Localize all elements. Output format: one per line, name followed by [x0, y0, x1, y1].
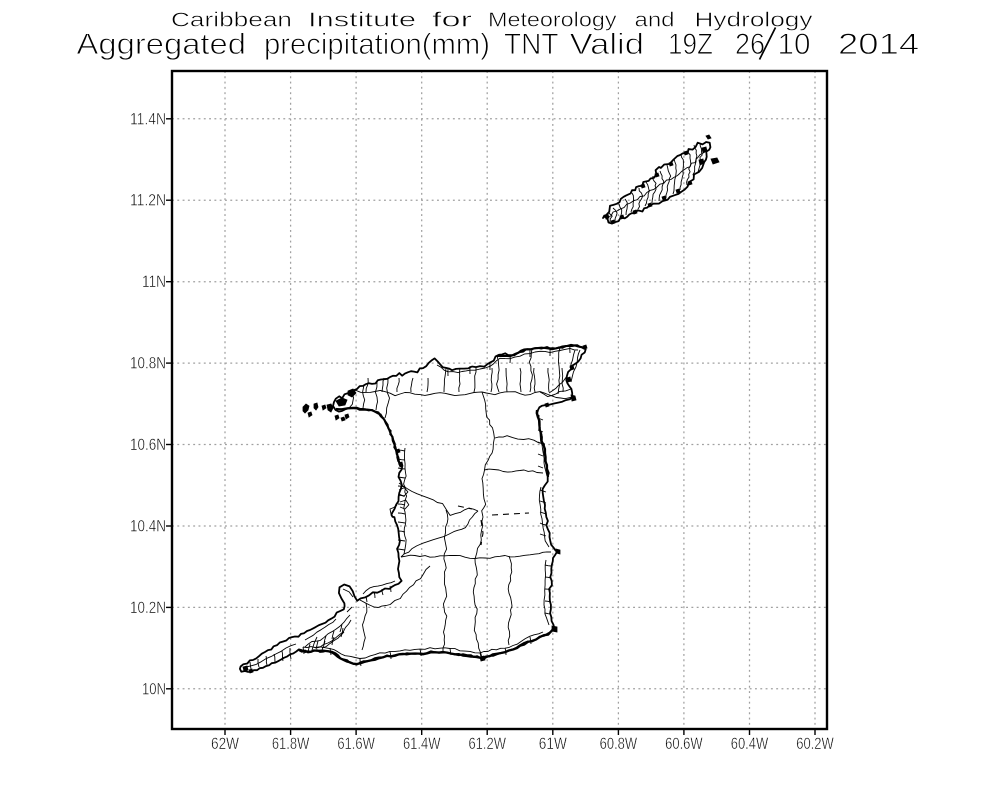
svg-text:Institute: Institute — [308, 8, 416, 31]
svg-text:and: and — [635, 8, 675, 31]
svg-text:10.4N: 10.4N — [130, 517, 166, 536]
svg-text:precipitation(mm): precipitation(mm) — [264, 28, 490, 61]
svg-text:for: for — [432, 8, 472, 31]
svg-text:10.6N: 10.6N — [130, 435, 166, 454]
svg-text:Meteorology: Meteorology — [488, 8, 617, 31]
svg-text:Caribbean: Caribbean — [171, 8, 292, 31]
svg-text:61.4W: 61.4W — [403, 734, 441, 753]
svg-text:26: 26 — [735, 28, 765, 61]
svg-text:60.6W: 60.6W — [665, 734, 703, 753]
svg-text:TNT: TNT — [504, 28, 559, 61]
svg-text:10.2N: 10.2N — [130, 598, 166, 617]
svg-text:60.2W: 60.2W — [796, 734, 834, 753]
svg-text:11.2N: 11.2N — [130, 191, 166, 210]
svg-text:60.8W: 60.8W — [600, 734, 638, 753]
svg-text:Aggregated: Aggregated — [77, 28, 246, 61]
svg-text:19Z: 19Z — [668, 28, 713, 61]
svg-text:11.4N: 11.4N — [130, 109, 166, 128]
svg-text:10N: 10N — [142, 679, 166, 698]
svg-text:61W: 61W — [539, 734, 567, 753]
svg-text:61.8W: 61.8W — [272, 734, 310, 753]
svg-text:11N: 11N — [142, 272, 166, 291]
svg-text:Valid: Valid — [570, 28, 644, 61]
svg-text:10.8N: 10.8N — [130, 354, 166, 373]
svg-text:60.4W: 60.4W — [731, 734, 769, 753]
svg-text:2014: 2014 — [838, 28, 919, 61]
svg-text:61.2W: 61.2W — [468, 734, 506, 753]
svg-text:Hydrology: Hydrology — [695, 8, 814, 31]
svg-text:61.6W: 61.6W — [337, 734, 375, 753]
svg-text:62W: 62W — [211, 734, 239, 753]
svg-text:10: 10 — [778, 28, 811, 61]
